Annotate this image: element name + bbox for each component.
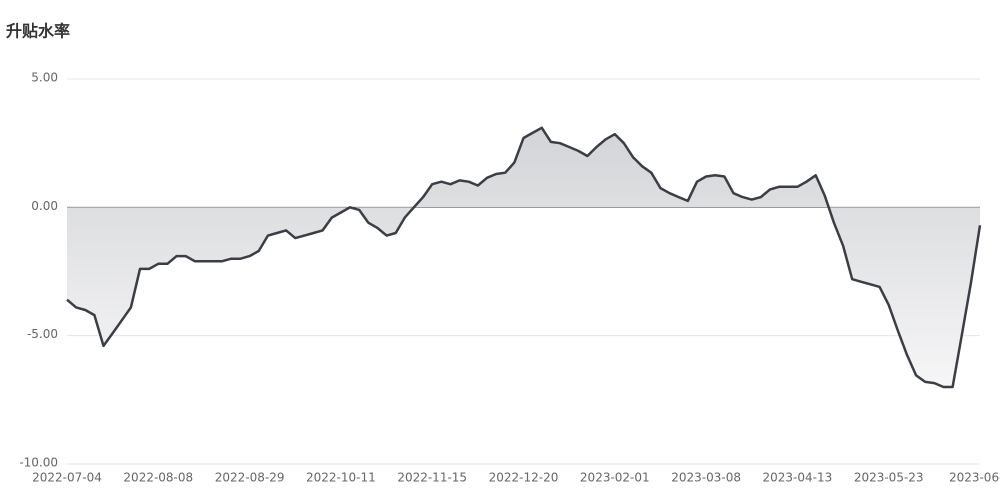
x-tick-label: 2023-02-01 — [580, 471, 650, 485]
x-tick-label: 2022-11-15 — [397, 471, 467, 485]
x-tick-label: 2023-04-13 — [763, 471, 833, 485]
area-fill — [67, 127, 980, 388]
x-tick-label: 2022-08-08 — [123, 471, 193, 485]
x-tick-label: 2023-05-23 — [854, 471, 924, 485]
y-tick-label: 5.00 — [31, 71, 58, 85]
x-tick-label: 2022-07-04 — [32, 471, 102, 485]
x-tick-label: 2022-12-20 — [489, 471, 559, 485]
x-tick-label: 2023-06-2 — [949, 471, 1000, 485]
x-tick-label: 2022-10-11 — [306, 471, 376, 485]
y-tick-label: 0.00 — [31, 199, 58, 213]
line — [66, 126, 982, 389]
x-tick-label: 2022-08-29 — [215, 471, 285, 485]
x-tick-label: 2023-03-08 — [671, 471, 741, 485]
y-tick-label: -5.00 — [27, 327, 58, 341]
chart-title: 升贴水率 — [6, 22, 70, 41]
y-tick-label: -10.00 — [19, 456, 58, 470]
